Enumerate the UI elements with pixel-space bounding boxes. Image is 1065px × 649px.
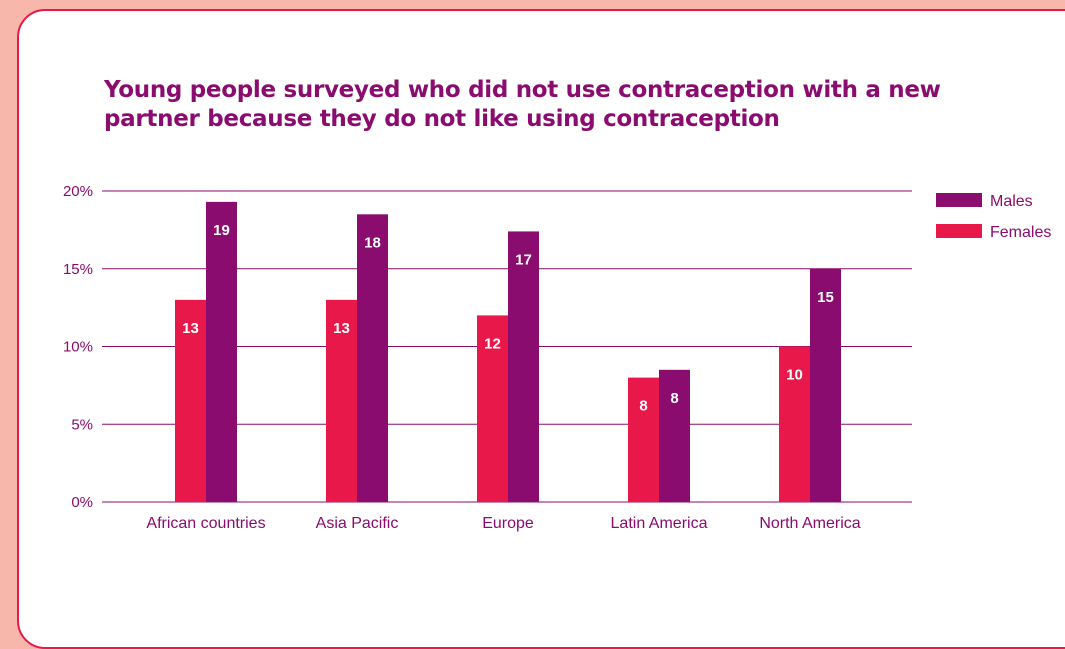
bar-chart: 0% 5% 10% 15% 20% 13 19 13 18 12 17 8 8 10 15 African… [63, 183, 1051, 532]
bar-females [326, 299, 357, 502]
bar-value-label: 19 [213, 222, 230, 239]
legend: Males Females [936, 193, 1051, 241]
bar-females [628, 377, 659, 502]
bar-value-label: 15 [817, 289, 834, 306]
y-axis-ticks: 0% 5% 10% 15% 20% [63, 183, 93, 511]
y-tick-label: 5% [71, 416, 93, 433]
bar-males [659, 369, 690, 502]
bar-females [477, 315, 508, 502]
x-category-label: North America [759, 515, 860, 532]
y-tick-label: 10% [63, 339, 93, 356]
x-category-label: African countries [146, 515, 265, 532]
bar-value-label: 8 [639, 398, 647, 415]
legend-swatch-females [936, 224, 982, 238]
bar-value-label: 18 [364, 234, 381, 251]
y-tick-label: 0% [71, 494, 93, 511]
chart-title: Young people surveyed who did not use co… [104, 77, 941, 132]
bar-labels: 13 19 13 18 12 17 8 8 10 15 [182, 222, 834, 415]
legend-swatch-males [936, 193, 982, 207]
bar-females [779, 346, 810, 502]
y-tick-label: 20% [63, 183, 93, 200]
x-category-label: Europe [482, 515, 534, 532]
legend-label-males: Males [990, 193, 1033, 210]
bar-males [206, 201, 237, 502]
bar-value-label: 13 [333, 320, 350, 337]
bar-value-label: 8 [670, 390, 678, 407]
bar-value-label: 10 [786, 367, 803, 384]
x-axis-categories: African countries Asia Pacific Europe Latin… [146, 515, 860, 532]
bar-females [175, 299, 206, 502]
bars [175, 201, 841, 502]
bar-value-label: 17 [515, 251, 532, 268]
legend-label-females: Females [990, 224, 1051, 241]
bar-males [810, 268, 841, 502]
y-tick-label: 15% [63, 261, 93, 278]
x-category-label: Asia Pacific [316, 515, 399, 532]
bar-males [357, 214, 388, 502]
bar-value-label: 12 [484, 335, 501, 352]
bar-value-label: 13 [182, 320, 199, 337]
x-category-label: Latin America [611, 515, 708, 532]
bar-males [508, 231, 539, 502]
